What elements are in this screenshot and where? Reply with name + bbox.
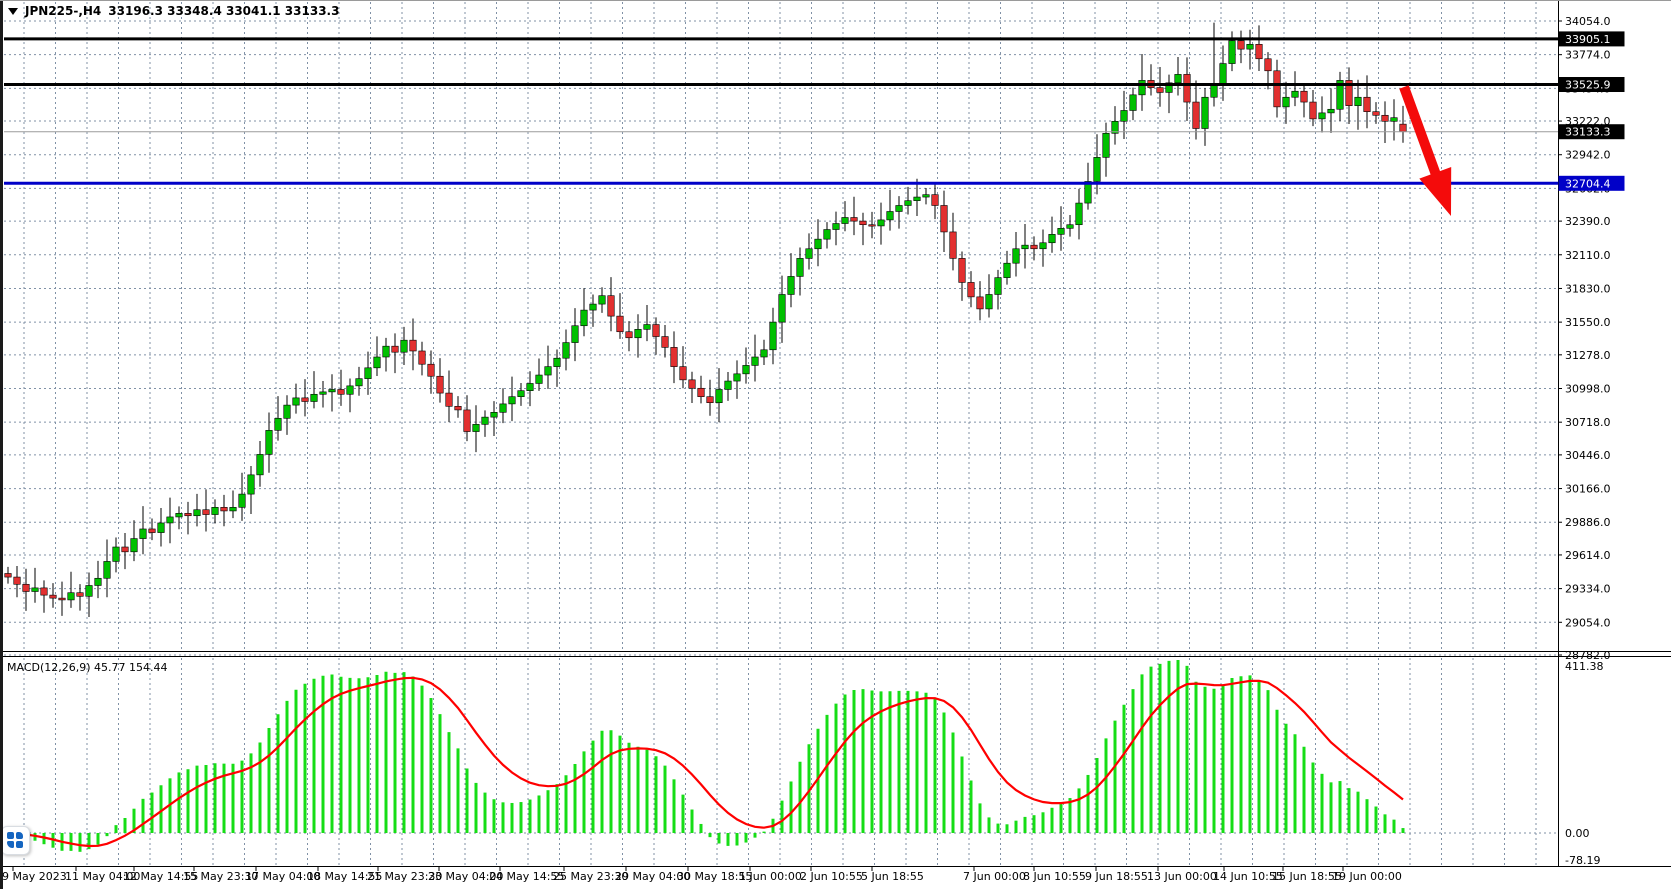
price-axis-label: 29334.0	[1565, 583, 1611, 596]
time-axis-label: 15 Jun 18:55	[1272, 870, 1342, 883]
time-axis-label: 12 May 14:55	[123, 870, 198, 883]
time-axis-label: 13 Jun 00:00	[1147, 870, 1217, 883]
time-axis-label: 11 May 04:00	[65, 870, 140, 883]
window-left-border	[0, 0, 3, 889]
price-axis-label: 31550.0	[1565, 316, 1611, 329]
main-chart-pane[interactable]	[4, 2, 1558, 651]
time-axis-label: 18 May 14:55	[307, 870, 382, 883]
price-axis-label: 30166.0	[1565, 483, 1611, 496]
price-axis-label: 31278.0	[1565, 349, 1611, 362]
time-axis-label: 5 Jun 18:55	[861, 870, 924, 883]
time-axis-label: 23 May 04:00	[428, 870, 503, 883]
price-badge-text: 33525.9	[1565, 79, 1611, 92]
time-axis-label: 19 Jun 00:00	[1332, 870, 1402, 883]
symbol-period-label: JPN225-,H4	[25, 4, 102, 18]
price-axis: 34054.033774.033494.033222.032942.032662…	[1558, 15, 1625, 662]
symbol-dropdown-icon[interactable]	[8, 7, 18, 15]
time-axis-label: 24 May 14:55	[489, 870, 564, 883]
price-axis-label: 31830.0	[1565, 282, 1611, 295]
price-axis-label: 32110.0	[1565, 249, 1611, 262]
broker-logo-button[interactable]	[1, 826, 30, 855]
time-axis-label: 25 May 23:30	[553, 870, 628, 883]
panel-borders	[0, 0, 1671, 867]
price-badge	[1558, 175, 1625, 191]
time-axis-label: 15 May 23:30	[183, 870, 258, 883]
svg-text:-78.19: -78.19	[1565, 854, 1600, 867]
time-axis-label: 2 Jun 10:55	[800, 870, 863, 883]
macd-signal-line	[7, 676, 1404, 848]
price-badge	[1558, 31, 1625, 47]
price-badge-text: 33133.3	[1565, 126, 1611, 139]
price-axis-label: 34054.0	[1565, 15, 1611, 28]
candle-bodies-layer	[4, 40, 1407, 601]
ohlc-values: 33196.3 33348.4 33041.1 33133.3	[108, 4, 340, 18]
svg-text:411.38: 411.38	[1565, 660, 1604, 673]
macd-axis: 411.38 0.00 -78.19 MACD(12,26,9) 45.77 154.…	[7, 660, 1604, 867]
time-axis-label: 9 Jun 18:55	[1085, 870, 1148, 883]
price-axis-label: 32390.0	[1565, 215, 1611, 228]
price-axis-label: 29614.0	[1565, 549, 1611, 562]
time-axis-label: 1 Jun 00:00	[739, 870, 802, 883]
chart-title-bar: JPN225-,H4 33196.3 33348.4 33041.1 33133…	[8, 4, 339, 18]
time-axis-label: 21 May 23:30	[367, 870, 442, 883]
price-badge-text: 33905.1	[1565, 33, 1611, 46]
logo-squares-icon	[7, 832, 23, 848]
macd-indicator-label: MACD(12,26,9) 45.77 154.44	[7, 661, 168, 674]
price-badge-text: 32704.4	[1565, 177, 1611, 190]
time-axis-label: 17 May 04:00	[245, 870, 320, 883]
time-axis-label: 14 Jun 10:55	[1213, 870, 1283, 883]
macd-pane[interactable]	[4, 658, 1558, 866]
time-axis-label: 9 May 2023	[2, 870, 67, 883]
grid-layer	[4, 2, 1558, 866]
trend-arrow[interactable]	[1399, 85, 1452, 216]
price-axis-label: 32942.0	[1565, 149, 1611, 162]
time-axis-label: 7 Jun 00:00	[963, 870, 1026, 883]
price-axis-label: 33774.0	[1565, 49, 1611, 62]
price-axis-label: 29054.0	[1565, 616, 1611, 629]
price-badge	[1558, 124, 1625, 140]
price-axis-label: 30446.0	[1565, 449, 1611, 462]
time-axis-label: 30 May 18:55	[677, 870, 752, 883]
window-top-border	[0, 0, 1671, 1]
price-axis-label: 30998.0	[1565, 383, 1611, 396]
price-axis-label: 30718.0	[1565, 416, 1611, 429]
time-axis-label: 8 Jun 10:55	[1023, 870, 1086, 883]
time-axis-label: 29 May 04:00	[615, 870, 690, 883]
macd-histogram	[15, 660, 1405, 852]
price-axis-label: 29886.0	[1565, 516, 1611, 529]
svg-text:0.00: 0.00	[1565, 827, 1590, 840]
price-badge	[1558, 77, 1625, 93]
price-axis-label: 28782.0	[1565, 649, 1611, 662]
